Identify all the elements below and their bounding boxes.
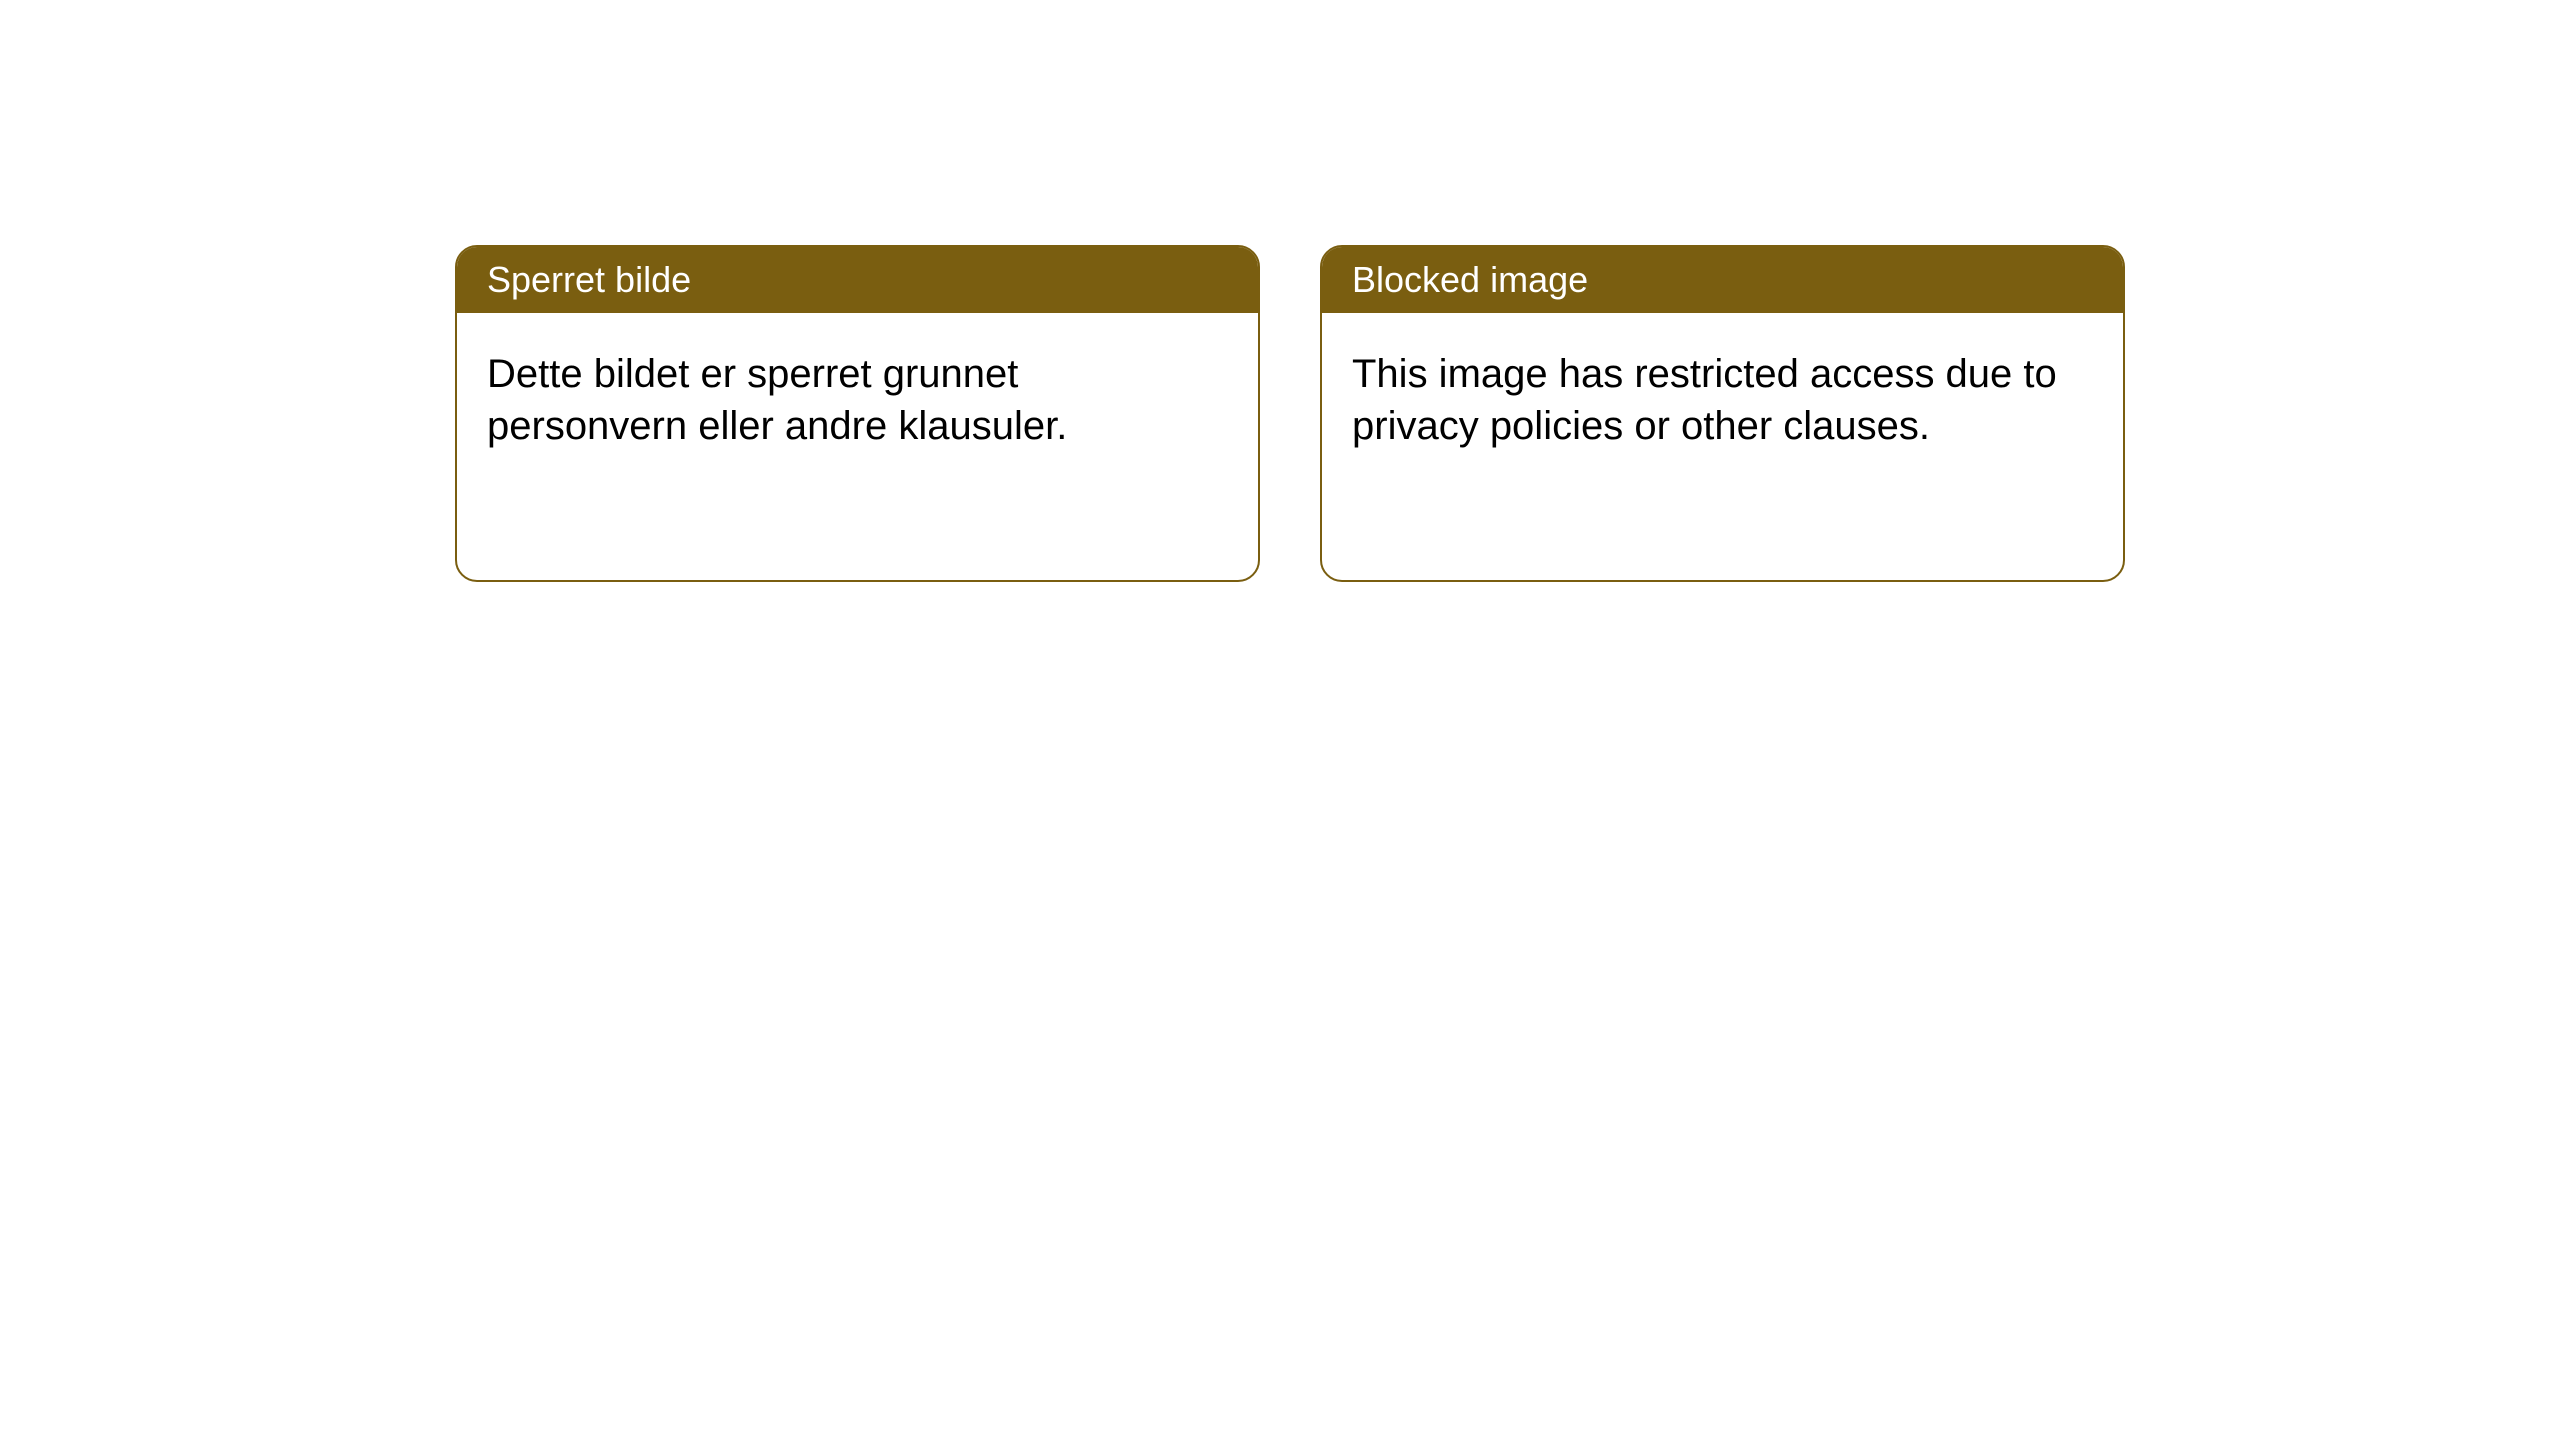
notice-card-english: Blocked image This image has restricted … bbox=[1320, 245, 2125, 582]
notice-card-norwegian: Sperret bilde Dette bildet er sperret gr… bbox=[455, 245, 1260, 582]
notice-body-english: This image has restricted access due to … bbox=[1322, 313, 2123, 487]
notice-header-norwegian: Sperret bilde bbox=[457, 247, 1258, 313]
notice-header-english: Blocked image bbox=[1322, 247, 2123, 313]
notice-container: Sperret bilde Dette bildet er sperret gr… bbox=[0, 0, 2560, 582]
notice-body-norwegian: Dette bildet er sperret grunnet personve… bbox=[457, 313, 1258, 487]
